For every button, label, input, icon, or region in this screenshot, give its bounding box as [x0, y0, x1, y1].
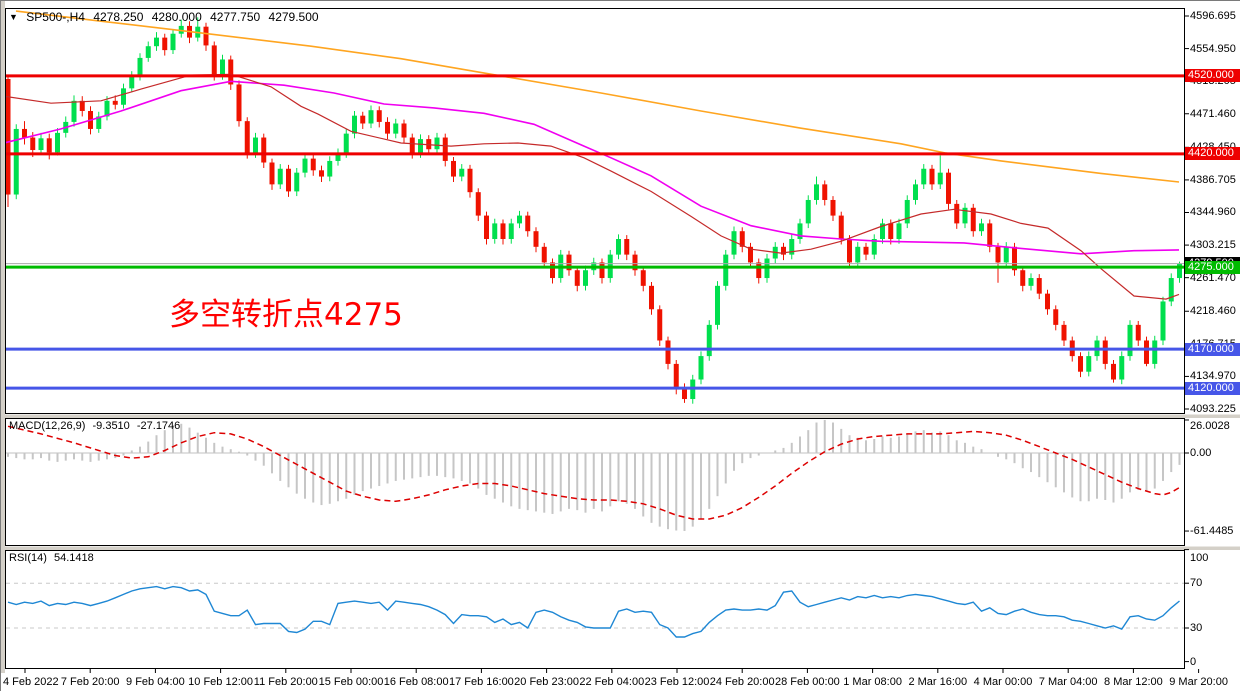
time-axis-label: 1 Mar 08:00	[843, 676, 902, 688]
macd-indicator-label: MACD(12,26,9) -9.3510 -27.1746	[9, 420, 184, 432]
macd-name: MACD(12,26,9)	[9, 420, 86, 432]
ohlc-high: 4280.000	[151, 10, 202, 24]
rsi-plot[interactable]	[6, 582, 1184, 638]
candlestick-plot[interactable]	[4, 10, 1182, 404]
time-axis-label: 8 Mar 12:00	[1104, 676, 1163, 688]
symbol-period-label: SP500-,H4	[26, 10, 85, 24]
time-axis-label: 15 Feb 00:00	[318, 676, 384, 688]
ohlc-low: 4277.750	[210, 10, 261, 24]
price-level-badge: 4170.000	[1185, 342, 1240, 356]
time-axis-label: 28 Feb 00:00	[774, 676, 840, 688]
rsi-indicator-label: RSI(14) 54.1418	[9, 552, 98, 564]
macd-tick-label: 26.0028	[1190, 420, 1230, 432]
price-level-badge: 4120.000	[1185, 381, 1240, 395]
price-tick-label: 4093.225	[1190, 402, 1236, 415]
rsi-tick-label: 30	[1190, 622, 1203, 634]
price-tick-label: 4596.695	[1190, 10, 1236, 22]
chart-annotation-text[interactable]: 多空转折点4275	[169, 297, 403, 333]
price-tick-label: 4134.970	[1190, 370, 1236, 383]
chart-title-bar: ▼ SP500-,H4 4278.250 4280.000 4277.750 4…	[9, 10, 324, 24]
macd-plot[interactable]	[6, 419, 1184, 531]
time-axis-label: 9 Feb 04:00	[126, 676, 185, 688]
price-tick-label: 4344.960	[1190, 206, 1236, 219]
chevron-down-icon[interactable]: ▼	[9, 12, 18, 22]
time-axis-label: 10 Feb 12:00	[188, 676, 254, 688]
macd-tick-label: 0.00	[1190, 447, 1212, 459]
price-level-badge: 4275.000	[1185, 260, 1240, 274]
time-axis-label: 11 Feb 20:00	[253, 676, 318, 688]
price-level-badge: 4520.000	[1185, 69, 1240, 83]
ohlc-open: 4278.250	[93, 10, 144, 24]
time-axis-label: 9 Mar 20:00	[1169, 676, 1228, 688]
macd-main-value: -9.3510	[92, 420, 130, 432]
rsi-tick-label: 0	[1190, 655, 1197, 668]
time-axis-label: 4 Mar 00:00	[973, 676, 1033, 688]
macd-tick-label: -61.4485	[1190, 525, 1234, 538]
time-axis-label: 22 Feb 04:00	[579, 676, 645, 688]
macd-signal-line	[7, 425, 1180, 520]
rsi-value: 54.1418	[53, 552, 94, 564]
time-axis-label: 4 Feb 2022	[3, 676, 59, 688]
rsi-name: RSI(14)	[9, 552, 47, 564]
ma-slow-orange	[15, 10, 1180, 183]
ma-mid-magenta	[6, 80, 1180, 255]
time-axis-label: 24 Feb 20:00	[709, 676, 775, 688]
ma-fast-darkred	[6, 73, 1180, 300]
macd-signal-value: -27.1746	[136, 420, 181, 432]
time-axis-label: 23 Feb 12:00	[644, 676, 710, 688]
price-tick-label: 4303.215	[1190, 239, 1236, 252]
time-axis-label: 2 Mar 16:00	[908, 676, 968, 688]
price-tick-label: 4261.470	[1190, 271, 1236, 284]
rsi-line	[7, 585, 1180, 638]
time-axis-label: 16 Feb 08:00	[383, 676, 449, 688]
price-tick-label: 4471.460	[1190, 107, 1236, 120]
time-axis-label: 7 Mar 04:00	[1038, 676, 1098, 688]
price-tick-label: 4554.950	[1190, 42, 1236, 55]
time-axis-label: 7 Feb 20:00	[60, 676, 120, 688]
rsi-tick-label: 70	[1190, 577, 1203, 590]
rsi-tick-label: 100	[1190, 552, 1209, 564]
price-level-badge: 4420.000	[1185, 147, 1240, 161]
ohlc-close: 4279.500	[268, 10, 319, 24]
price-tick-label: 4386.705	[1190, 173, 1236, 186]
time-axis-label: 20 Feb 23:00	[514, 676, 580, 688]
time-axis-label: 17 Feb 16:00	[448, 676, 514, 688]
price-tick-label: 4218.460	[1190, 305, 1236, 318]
